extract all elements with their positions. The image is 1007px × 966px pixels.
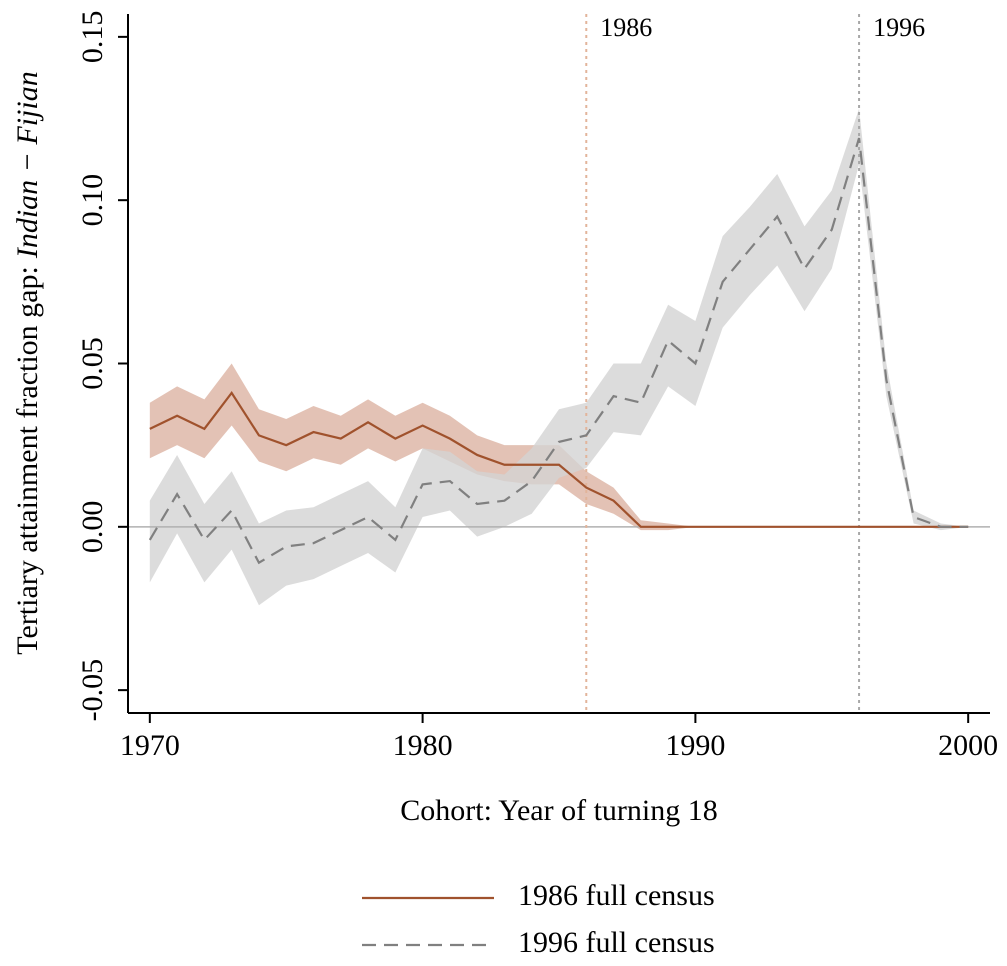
y-tick-label: 0.05: [76, 337, 109, 390]
x-tick-label: 1990: [665, 729, 725, 762]
y-tick-label: 0.00: [76, 501, 109, 554]
series-line: [148, 137, 969, 565]
y-axis-label-text: Tertiary attainment fraction gap:: [11, 266, 44, 655]
y-tick-label: 0.15: [76, 11, 109, 64]
x-tick-label: 1980: [393, 729, 453, 762]
legend-label: 1996 full census: [518, 926, 715, 959]
series-line: [149, 390, 969, 528]
x-tick-label: 1970: [120, 729, 180, 762]
reference-label: 1986: [600, 13, 652, 42]
x-tick-label: 2000: [938, 729, 998, 762]
x-axis-label: Cohort: Year of turning 18: [400, 794, 718, 827]
legend-label: 1986 full census: [518, 879, 715, 912]
y-axis-label: Tertiary attainment fraction gap: Indian …: [11, 71, 44, 654]
reference-label: 1996: [873, 13, 925, 42]
y-tick-label: 0.10: [76, 174, 109, 227]
y-axis-label-italic: Indian − Fijian: [11, 71, 44, 259]
y-tick-label: -0.05: [76, 659, 109, 722]
